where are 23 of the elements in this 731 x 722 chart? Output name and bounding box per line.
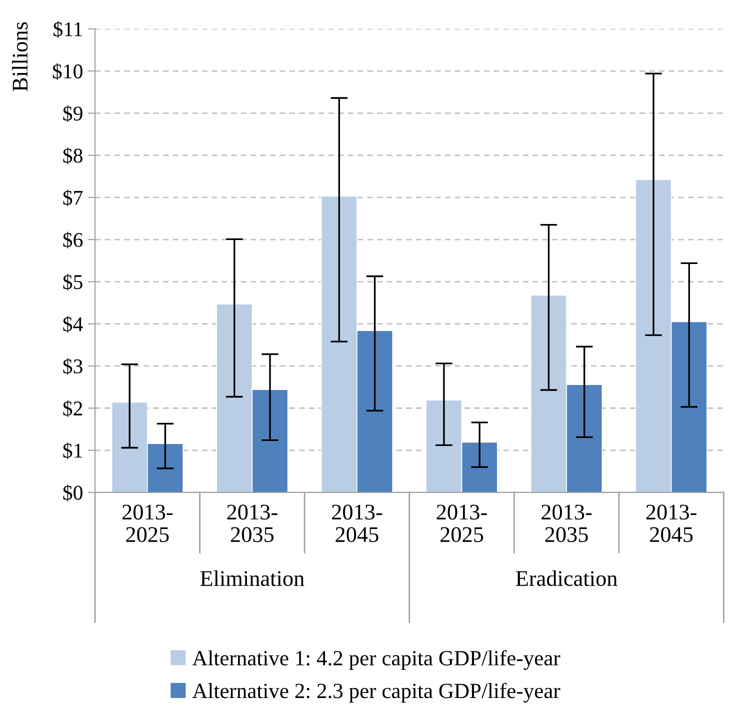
y-tick-label: $11 — [54, 21, 82, 38]
y-tick-label: $6 — [63, 232, 83, 248]
x-tick-label: 2013-2035 — [227, 504, 278, 542]
y-tick-label: $2 — [63, 400, 82, 417]
y-tick-label: $10 — [52, 63, 82, 80]
y-tick-label: $7 — [63, 190, 83, 206]
text: Elimination — [200, 570, 304, 586]
y-tick-label: $1 — [63, 442, 82, 460]
x-tick-label: 2013-2045 — [332, 504, 382, 542]
x-tick-label: 2013-2025 — [122, 504, 173, 542]
x-tick-label: 2013-2025 — [436, 504, 487, 542]
x-tick-label: 2013-2045 — [646, 504, 696, 542]
legend-label: Alternative 2: 2.3 per capita GDP/life-year — [192, 682, 560, 703]
y-axis-title: Billions — [12, 22, 28, 92]
y-tick-label: $9 — [63, 105, 82, 122]
y-tick-label: $8 — [63, 147, 82, 164]
x-tick-label: 2013-2035 — [542, 504, 592, 542]
y-tick-label: $3 — [63, 358, 82, 375]
legend-label: Alternative 1: 4.2 per capita GDP/life-year — [192, 650, 560, 670]
y-tick-label: $5 — [63, 274, 82, 291]
y-tick-label: $4 — [63, 316, 83, 333]
text: Eradication — [516, 570, 618, 586]
y-tick-label: $0 — [63, 484, 82, 502]
